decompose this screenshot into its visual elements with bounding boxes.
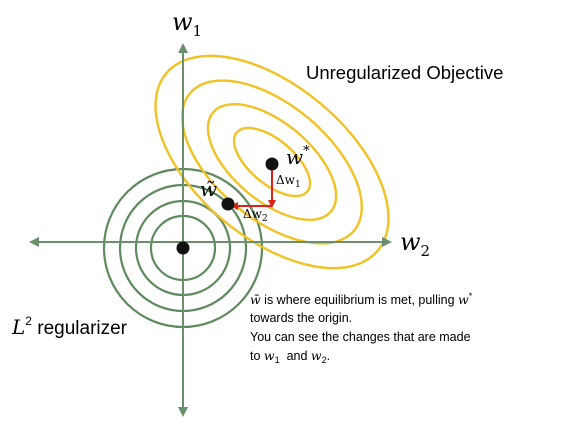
note-line-1: w̃ is where equilibrium is met, pulling … — [250, 291, 473, 307]
w-tilde-point — [221, 197, 235, 211]
note-line-3: You can see the changes that are made — [250, 330, 471, 344]
regularizer-label: L2 regularizer — [11, 314, 128, 339]
explanation-note: w̃ is where equilibrium is met, pulling … — [250, 291, 473, 365]
regularizer-center-point — [176, 241, 190, 255]
w-tilde-label: w̃ — [200, 177, 217, 201]
objective-contour — [206, 102, 338, 222]
note-line-2: towards the origin. — [250, 311, 352, 325]
objective-label: Unregularized Objective — [306, 62, 503, 83]
delta-w1-label: Δw1 — [276, 173, 301, 190]
note-line-4: to w1 and w2. — [250, 348, 330, 365]
delta-w2-label: Δw2 — [243, 207, 268, 224]
w2-axis-label: w2 — [400, 228, 430, 260]
objective-contour — [154, 54, 390, 270]
w-star-point — [265, 157, 279, 171]
w-star-label: w* — [286, 144, 310, 169]
objective-contour — [232, 126, 312, 198]
w1-axis-label: w1 — [172, 8, 202, 40]
